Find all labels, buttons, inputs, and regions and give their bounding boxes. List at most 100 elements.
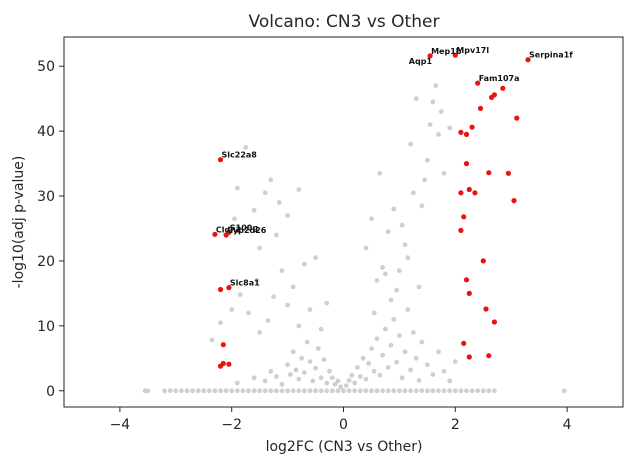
gene-point xyxy=(425,157,430,163)
gene-point xyxy=(416,378,422,383)
highlighted-gene-point xyxy=(212,231,218,237)
gene-point xyxy=(307,388,313,394)
gene-point xyxy=(285,388,290,394)
gene-point xyxy=(425,388,430,394)
gene-point xyxy=(318,375,324,381)
gene-point xyxy=(408,367,413,373)
gene-point xyxy=(234,388,240,394)
gene-label: Cldn2 xyxy=(216,225,242,234)
gene-point xyxy=(366,361,372,366)
gene-point xyxy=(416,284,422,290)
gene-point xyxy=(452,359,458,364)
gene-point xyxy=(355,365,360,370)
gene-point xyxy=(430,372,436,377)
gene-point xyxy=(408,141,413,147)
gene-point xyxy=(302,261,307,267)
gene-point xyxy=(447,125,453,131)
gene-point xyxy=(343,383,349,388)
gene-point xyxy=(413,355,419,361)
highlighted-gene-point xyxy=(466,290,472,296)
gene-point xyxy=(246,224,251,230)
gene-point xyxy=(321,357,327,362)
highlighted-gene-point xyxy=(472,190,478,196)
x-tick-label: −2 xyxy=(221,417,242,433)
gene-point xyxy=(279,381,285,387)
highlighted-gene-point xyxy=(486,170,492,176)
highlighted-gene-point xyxy=(525,57,531,63)
gene-point xyxy=(268,177,274,183)
gene-point xyxy=(290,284,296,290)
gene-point xyxy=(243,145,249,150)
gene-point xyxy=(383,271,388,277)
gene-point xyxy=(218,320,223,325)
gene-point xyxy=(385,365,391,370)
gene-point xyxy=(251,375,257,381)
gene-point xyxy=(427,122,433,127)
gene-point xyxy=(377,170,383,176)
x-axis-label: log2FC (CN3 vs Other) xyxy=(266,439,423,455)
gene-point xyxy=(399,222,405,228)
gene-point xyxy=(391,317,397,322)
gene-point xyxy=(274,232,279,238)
gene-point xyxy=(385,388,391,394)
gene-point xyxy=(288,372,293,377)
gene-point xyxy=(218,388,223,394)
gene-point xyxy=(324,380,330,386)
gene-point xyxy=(179,388,184,394)
gene-label: Slc8a1 xyxy=(230,279,260,288)
gene-label: Mep1b xyxy=(431,47,462,56)
gene-point xyxy=(285,302,290,308)
y-tick-label: 10 xyxy=(37,319,55,335)
gene-point xyxy=(436,349,441,355)
gene-point xyxy=(363,376,369,382)
highlighted-gene-point xyxy=(217,157,224,163)
gene-point xyxy=(212,388,218,394)
gene-point xyxy=(561,388,567,394)
gene-point xyxy=(363,388,369,394)
gene-point xyxy=(360,355,366,361)
gene-point xyxy=(229,307,235,312)
gene-label: S100g xyxy=(230,223,258,232)
gene-point xyxy=(447,378,453,384)
gene-point xyxy=(262,190,268,196)
gene-point xyxy=(369,388,374,394)
y-tick-label: 30 xyxy=(37,189,55,205)
gene-point xyxy=(405,307,411,312)
highlighted-gene-point xyxy=(452,52,458,58)
gene-point xyxy=(441,368,447,374)
gene-point xyxy=(293,367,299,373)
gene-point xyxy=(433,83,439,89)
gene-point xyxy=(246,388,251,394)
gene-point xyxy=(385,229,391,235)
highlighted-gene-point xyxy=(461,214,467,220)
gene-point xyxy=(388,342,394,348)
gene-point xyxy=(195,388,201,394)
highlighted-gene-point xyxy=(458,129,464,135)
gene-point xyxy=(299,355,304,361)
gene-point xyxy=(324,388,330,394)
gene-point xyxy=(296,388,302,394)
gene-point xyxy=(285,213,290,218)
gene-point xyxy=(441,388,447,394)
highlighted-gene-point xyxy=(427,53,433,59)
gene-point xyxy=(464,388,469,394)
gene-point xyxy=(419,339,425,345)
gene-point xyxy=(394,287,399,293)
highlighted-gene-point xyxy=(466,186,472,193)
gene-point xyxy=(346,388,352,394)
highlighted-gene-point xyxy=(217,363,224,369)
gene-point xyxy=(413,96,419,102)
gene-point xyxy=(383,326,388,332)
gene-point xyxy=(397,268,402,274)
plot-area xyxy=(142,52,567,394)
gene-point xyxy=(408,388,413,394)
gene-point xyxy=(338,384,344,390)
gene-point xyxy=(274,388,279,394)
highlighted-gene-point xyxy=(491,319,497,325)
gene-point xyxy=(480,388,486,394)
highlighted-gene-point xyxy=(463,277,470,283)
gene-point xyxy=(234,185,240,191)
gene-point xyxy=(279,388,285,394)
gene-point xyxy=(405,255,411,261)
